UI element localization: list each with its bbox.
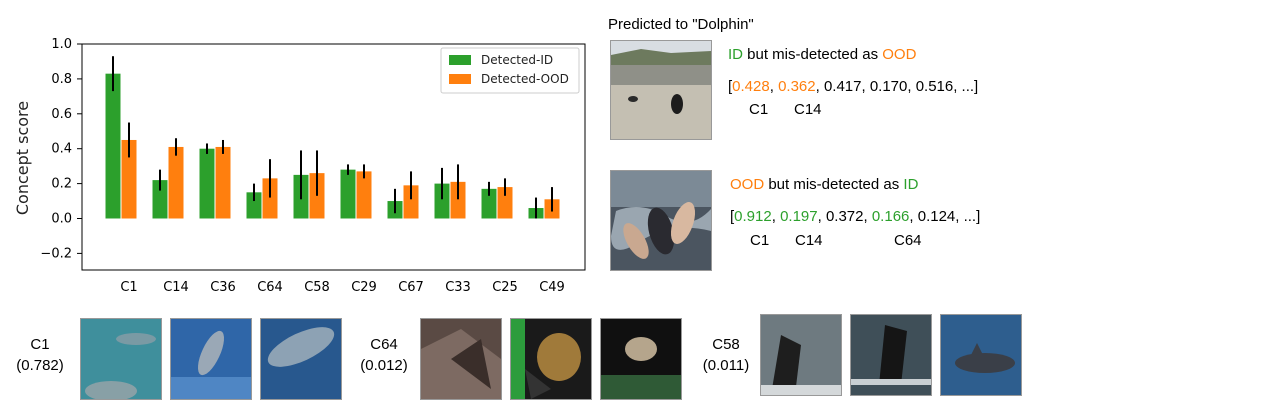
case2-bracket: [ bbox=[730, 208, 735, 225]
case2-score-c64: 0.166 bbox=[871, 208, 910, 225]
x-tick-label-c58: C58 bbox=[304, 280, 330, 295]
y-tick-label: 0.2 bbox=[51, 177, 72, 192]
x-tick-label-c64: C64 bbox=[257, 280, 283, 295]
y-axis-ticks: −0.2 0.0 0.2 0.4 0.6 0.8 1.0 bbox=[40, 37, 82, 261]
bar-ood-c64 bbox=[262, 178, 278, 219]
bar-id-c14 bbox=[152, 180, 168, 219]
case2-score-c1: 0.912 bbox=[734, 208, 772, 225]
x-tick-label-c1: C1 bbox=[120, 280, 137, 295]
concept-c58-label: C58 (0.011) bbox=[694, 334, 758, 376]
beach-dog-photo bbox=[610, 40, 712, 140]
panel-title: Predicted to "Dolphin" bbox=[608, 16, 754, 33]
x-tick-label-c25: C25 bbox=[492, 280, 518, 295]
plot-frame bbox=[81, 43, 586, 271]
bar-ood-c29 bbox=[356, 171, 372, 219]
legend-swatch-id bbox=[449, 55, 471, 65]
bar-ood-c33 bbox=[450, 181, 466, 219]
y-axis-label: Concept score bbox=[13, 101, 32, 215]
river-feet-photo bbox=[610, 170, 712, 271]
bat-photo-3 bbox=[600, 318, 682, 400]
case2-score-3: 0.372 bbox=[825, 208, 864, 225]
bar-id-c1 bbox=[105, 73, 121, 219]
bar-id-c36 bbox=[199, 148, 215, 219]
case1-heading: ID but mis-detected as OOD bbox=[728, 46, 916, 63]
case2-scores: [0.912, 0.197, 0.372, 0.166, 0.124, ...] bbox=[730, 208, 980, 225]
case1-rest: , 0.417, 0.170, 0.516, ...] bbox=[815, 78, 979, 95]
x-tick-label-c67: C67 bbox=[398, 280, 424, 295]
case2-heading: OOD but mis-detected as ID bbox=[730, 176, 918, 193]
case1-concept-c14: C14 bbox=[794, 101, 822, 118]
bar-id-c33 bbox=[434, 183, 450, 219]
x-tick-label-c14: C14 bbox=[163, 280, 189, 295]
dolphin-photo-3 bbox=[260, 318, 342, 400]
bar-ood-c25 bbox=[497, 187, 513, 219]
y-tick-label: 0.8 bbox=[51, 72, 72, 87]
concept-c58-score: (0.011) bbox=[702, 357, 750, 374]
legend-label-id: Detected-ID bbox=[481, 53, 553, 67]
bar-ood-c1 bbox=[121, 139, 137, 219]
concept-c58-name: C58 bbox=[712, 336, 740, 353]
legend-swatch-ood bbox=[449, 74, 471, 84]
case2-tail: , 0.124, ...] bbox=[909, 208, 981, 225]
y-tick-label: −0.2 bbox=[40, 246, 72, 261]
bar-ood-c67 bbox=[403, 185, 419, 219]
case2-sep-3: , bbox=[863, 208, 872, 225]
concept-c1-score: (0.782) bbox=[16, 357, 64, 374]
x-tick-label-c29: C29 bbox=[351, 280, 377, 295]
concept-c64-name: C64 bbox=[370, 336, 398, 353]
y-tick-label: 0.4 bbox=[51, 142, 72, 157]
case2-score-c14: 0.197 bbox=[780, 208, 818, 225]
case1-sep: , bbox=[769, 78, 779, 95]
case2-sep-2: , bbox=[817, 208, 826, 225]
x-axis-ticks: C1 C14 C36 C64 C58 C29 C67 C33 C25 C49 bbox=[120, 280, 564, 295]
y-tick-label: 0.0 bbox=[51, 212, 72, 227]
concept-c64-label: C64 (0.012) bbox=[352, 334, 416, 376]
whale-tail-photo-1 bbox=[760, 314, 842, 396]
bar-id-c64 bbox=[246, 192, 262, 219]
case1-scores: [0.428, 0.362, 0.417, 0.170, 0.516, ...] bbox=[728, 78, 978, 95]
case1-label-id: ID bbox=[728, 46, 743, 63]
bar-id-c29 bbox=[340, 169, 356, 219]
concept-c1-name: C1 bbox=[30, 336, 50, 353]
legend: Detected-ID Detected-OOD bbox=[440, 47, 580, 94]
case1-concept-c1: C1 bbox=[749, 101, 769, 118]
bat-photo-2 bbox=[510, 318, 592, 400]
bar-chart: −0.2 0.0 0.2 0.4 0.6 0.8 1.0 C1 C14 C36 C64 C58 C29… bbox=[13, 37, 586, 295]
case2-label-mid: but mis-detected as bbox=[764, 176, 904, 193]
case1-score-c14: 0.362 bbox=[778, 78, 816, 95]
bars bbox=[105, 56, 560, 219]
case2-label-ood: OOD bbox=[730, 176, 765, 193]
case2-sep-1: , bbox=[771, 208, 781, 225]
bat-photo-1 bbox=[420, 318, 502, 400]
dolphin-photo-1 bbox=[80, 318, 162, 400]
x-tick-label-c33: C33 bbox=[445, 280, 471, 295]
concept-c1-label: C1 (0.782) bbox=[8, 334, 72, 376]
case1-label-ood: OOD bbox=[882, 46, 917, 63]
x-tick-label-c49: C49 bbox=[539, 280, 565, 295]
legend-label-ood: Detected-OOD bbox=[481, 72, 569, 86]
y-tick-label: 1.0 bbox=[51, 37, 72, 52]
bar-ood-c14 bbox=[168, 146, 184, 219]
case1-score-c1: 0.428 bbox=[732, 78, 770, 95]
whale-back-photo bbox=[940, 314, 1022, 396]
bar-ood-c36 bbox=[215, 146, 231, 219]
whale-tail-photo-2 bbox=[850, 314, 932, 396]
case2-label-id: ID bbox=[903, 176, 919, 193]
case2-concept-c1: C1 bbox=[750, 232, 770, 249]
concept-c64-score: (0.012) bbox=[360, 357, 408, 374]
case2-concept-c14: C14 bbox=[795, 232, 823, 249]
y-tick-label: 0.6 bbox=[51, 107, 72, 122]
case1-label-mid: but mis-detected as bbox=[743, 46, 883, 63]
dolphin-photo-2 bbox=[170, 318, 252, 400]
case1-bracket: [ bbox=[728, 78, 733, 95]
case2-concept-c64: C64 bbox=[894, 232, 922, 249]
x-tick-label-c36: C36 bbox=[210, 280, 236, 295]
bar-id-c25 bbox=[481, 188, 497, 219]
